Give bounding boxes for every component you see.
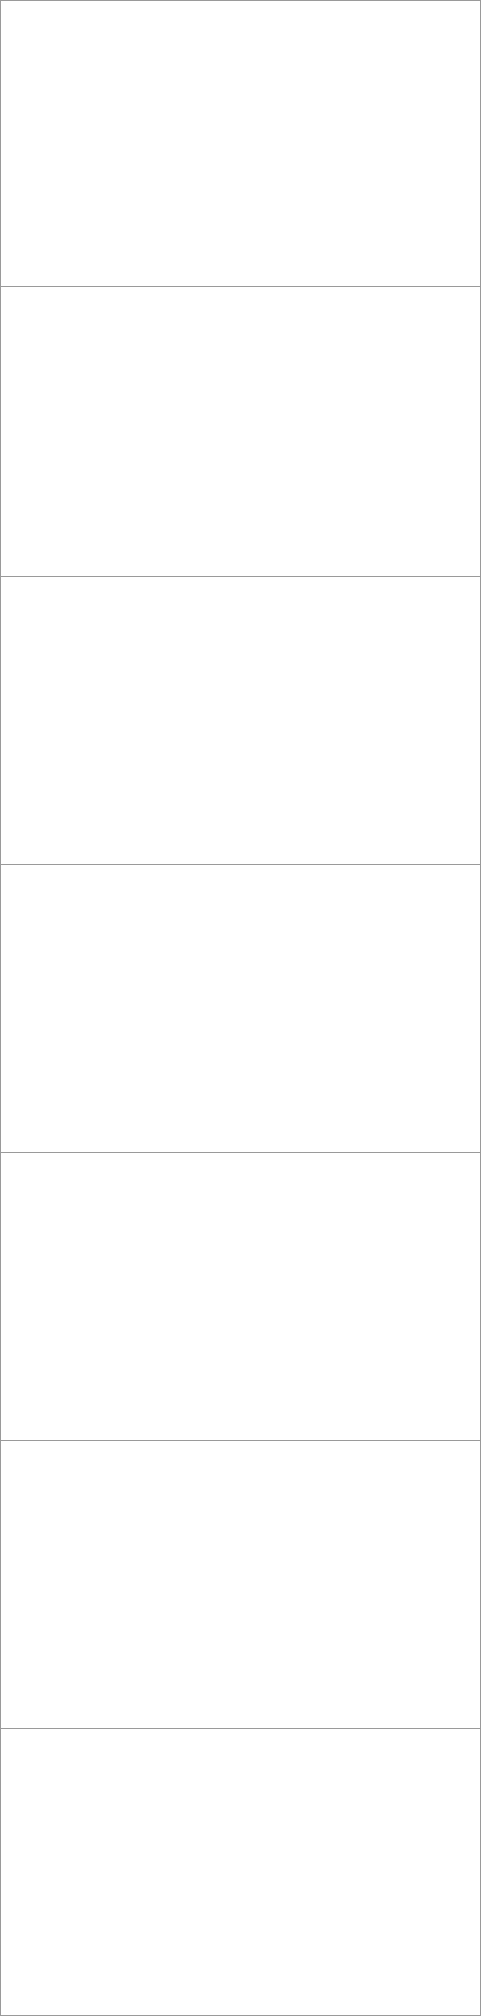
chart-education-frame [1,865,481,1153]
chart-ethnicity-frame [1,577,481,865]
chart-medical-frame [1,1441,481,1729]
chart-gender-frame [1,1,481,287]
chart-occupation-frame [1,1729,481,2016]
chart-income-frame [1,1153,481,1441]
chart-age-frame [1,287,481,577]
